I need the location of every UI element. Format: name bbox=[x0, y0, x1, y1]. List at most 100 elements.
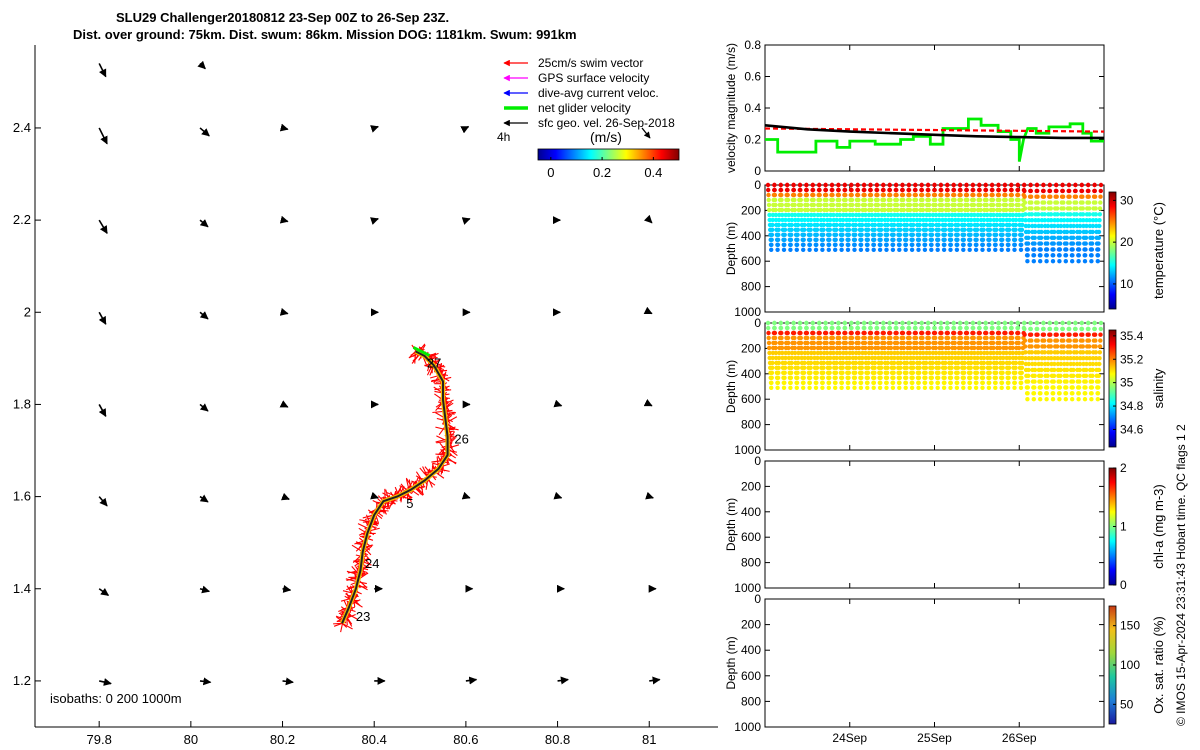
profile-point bbox=[885, 222, 890, 228]
profile-point bbox=[901, 350, 907, 356]
profile-point bbox=[831, 350, 836, 356]
profile-point bbox=[770, 355, 775, 361]
profile-point bbox=[766, 202, 772, 208]
profile-point bbox=[894, 197, 899, 203]
profile-point bbox=[978, 212, 983, 218]
profile-point bbox=[910, 237, 915, 242]
profile-point bbox=[1009, 330, 1014, 336]
profile-point bbox=[866, 222, 871, 228]
profile-point bbox=[853, 222, 858, 228]
profile-point bbox=[818, 345, 823, 351]
profile-point bbox=[1013, 355, 1019, 361]
profile-point bbox=[814, 370, 819, 375]
profile-point bbox=[818, 202, 823, 208]
profile-point bbox=[1035, 344, 1041, 349]
profile-point bbox=[827, 222, 833, 228]
profile-point bbox=[1006, 380, 1011, 385]
profile-point bbox=[1084, 361, 1089, 367]
velocity-vector bbox=[98, 311, 107, 325]
profile-point bbox=[993, 370, 999, 375]
profile-point bbox=[903, 247, 908, 252]
profile-point bbox=[1073, 188, 1078, 194]
profile-point bbox=[1029, 344, 1034, 349]
profile-point bbox=[942, 365, 948, 370]
profile-point bbox=[1026, 361, 1032, 367]
profile-point bbox=[949, 365, 954, 370]
profile-point bbox=[1028, 188, 1034, 194]
profile-point bbox=[1077, 379, 1082, 384]
profile-point bbox=[1071, 367, 1076, 373]
profile-point bbox=[882, 207, 887, 213]
profile-point bbox=[948, 247, 953, 252]
profile-point bbox=[987, 365, 993, 370]
chart-title-line2: Dist. over ground: 75km. Dist. swum: 86k… bbox=[73, 27, 577, 42]
profile-point bbox=[871, 380, 877, 385]
colorbar-tick-label: 100 bbox=[1120, 658, 1140, 672]
profile-point bbox=[868, 187, 873, 193]
profile-point bbox=[1096, 367, 1102, 373]
profile-point bbox=[858, 385, 864, 390]
y-tick-label: 0.2 bbox=[744, 133, 761, 147]
profile-point bbox=[977, 330, 982, 336]
profile-point bbox=[807, 237, 813, 242]
profile-point bbox=[930, 355, 935, 361]
profile-point bbox=[948, 375, 954, 380]
profile-point bbox=[773, 212, 779, 218]
profile-point bbox=[789, 365, 794, 370]
profile-point bbox=[865, 242, 870, 247]
profile-point bbox=[1042, 206, 1047, 211]
profile-point bbox=[968, 365, 973, 370]
colorbar-tick-label: 0.4 bbox=[644, 165, 662, 180]
profile-point bbox=[1041, 194, 1047, 199]
profile-point bbox=[907, 197, 912, 203]
profile-point bbox=[1016, 335, 1021, 341]
profile-point bbox=[779, 340, 784, 346]
profile-point bbox=[837, 212, 843, 218]
profile-point bbox=[1041, 338, 1047, 343]
profile-point bbox=[1052, 367, 1057, 373]
profile-point bbox=[1050, 397, 1056, 402]
profile-point bbox=[891, 232, 896, 237]
profile-point bbox=[1026, 373, 1031, 378]
velocity-vector bbox=[98, 587, 110, 597]
profile-point bbox=[1098, 182, 1104, 188]
profile-point bbox=[1003, 335, 1008, 341]
profile-point bbox=[1025, 247, 1031, 252]
profile-point bbox=[878, 365, 884, 370]
profile-point bbox=[837, 340, 842, 346]
profile-point bbox=[917, 365, 922, 370]
profile-point bbox=[1083, 391, 1088, 396]
profile-point bbox=[984, 340, 989, 346]
profile-point bbox=[1083, 373, 1089, 378]
profile-point bbox=[1049, 356, 1054, 361]
profile-point bbox=[773, 202, 778, 208]
profile-point bbox=[973, 385, 979, 390]
profile-point bbox=[840, 227, 845, 232]
profile-point bbox=[885, 365, 890, 370]
profile-point bbox=[779, 335, 784, 341]
velocity-vector bbox=[643, 214, 653, 224]
velocity-vector bbox=[199, 494, 209, 503]
profile-point bbox=[795, 227, 800, 232]
profile-point bbox=[805, 202, 810, 208]
profile-point bbox=[935, 242, 941, 247]
profile-point bbox=[977, 325, 982, 331]
profile-point bbox=[926, 325, 931, 331]
profile-point bbox=[920, 197, 925, 203]
profile-point bbox=[997, 340, 1002, 346]
profile-point bbox=[862, 202, 868, 208]
profile-point bbox=[856, 350, 862, 356]
profile-point bbox=[814, 232, 819, 237]
profile-point bbox=[844, 212, 849, 218]
profile-point bbox=[820, 237, 826, 242]
profile-point bbox=[967, 380, 973, 385]
profile-point bbox=[1057, 379, 1063, 384]
profile-point bbox=[920, 330, 925, 336]
profile-point bbox=[866, 365, 871, 370]
profile-point bbox=[978, 207, 983, 213]
profile-point bbox=[993, 385, 998, 390]
profile-point bbox=[1048, 344, 1054, 349]
profile-point bbox=[826, 380, 832, 385]
profile-point bbox=[827, 375, 832, 380]
profile-point bbox=[1010, 207, 1015, 213]
